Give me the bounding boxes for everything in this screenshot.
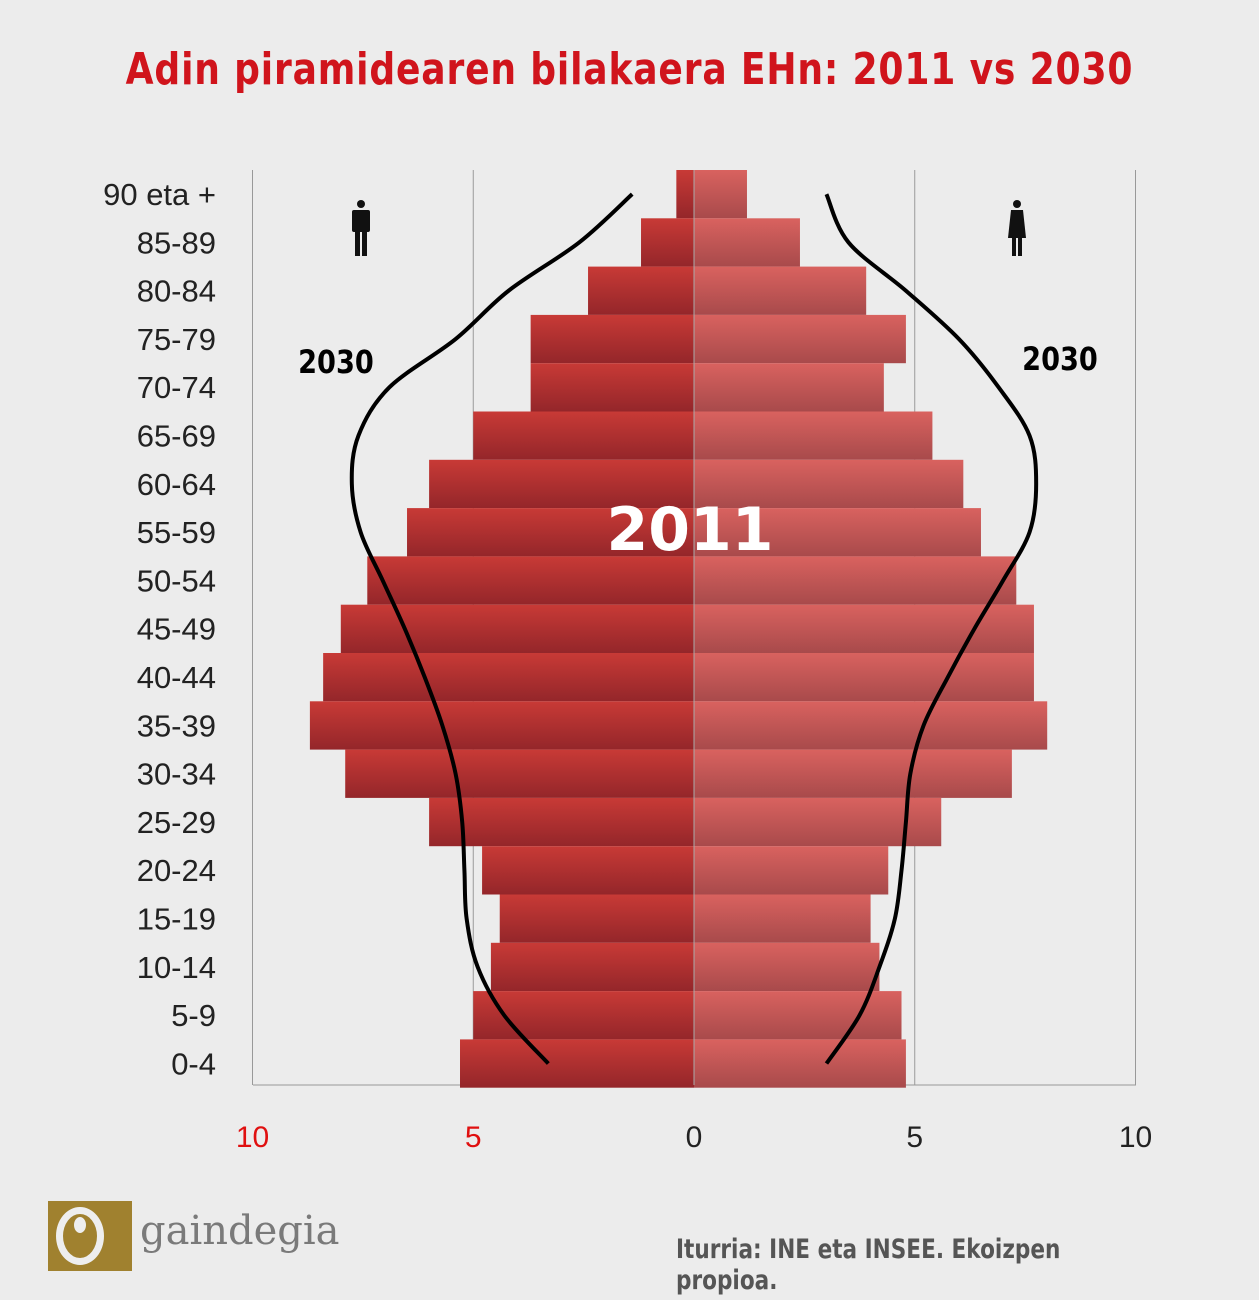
y-tick-label: 5-9 — [171, 998, 216, 1033]
bar-female — [694, 170, 747, 219]
curve-label: 2030 — [298, 344, 374, 382]
chart-title: Adin piramidearen bilakaera EHn: 2011 vs… — [125, 44, 1134, 95]
bar-female — [694, 846, 889, 895]
bar-female — [694, 1039, 906, 1088]
bar-male — [345, 749, 694, 798]
y-tick-label: 25-29 — [137, 805, 216, 840]
bar-male — [367, 556, 694, 605]
bar-male — [530, 314, 694, 364]
bar-male — [323, 653, 694, 702]
bar-female — [694, 653, 1034, 702]
bar-female — [694, 556, 1017, 605]
bar-male — [460, 1039, 694, 1088]
bar-female — [694, 508, 981, 557]
bar-male — [490, 942, 694, 992]
bar-female — [694, 314, 906, 364]
y-tick-label: 60-64 — [137, 467, 216, 502]
y-tick-label: 55-59 — [137, 515, 216, 550]
bars-year-label: 2011 — [607, 495, 774, 565]
y-tick-label: 20-24 — [137, 853, 216, 888]
bar-female — [694, 701, 1048, 750]
bar-male — [473, 411, 694, 460]
x-tick-label: 10 — [1119, 1121, 1152, 1154]
y-tick-label: 40-44 — [137, 660, 216, 695]
gaindegia-logo — [48, 1201, 132, 1271]
y-tick-label: 50-54 — [137, 563, 216, 598]
y-tick-label: 75-79 — [137, 322, 216, 357]
bar-female — [694, 991, 902, 1040]
bar-female — [694, 363, 884, 412]
curve-2030-right — [824, 193, 1039, 1065]
bar-male — [641, 218, 694, 267]
bar-female — [694, 942, 880, 992]
bar-female — [694, 797, 942, 847]
bar-male — [676, 170, 694, 219]
y-tick-label: 80-84 — [137, 274, 216, 309]
bar-male — [340, 604, 694, 653]
y-tick-label: 15-19 — [137, 902, 216, 937]
y-tick-label: 35-39 — [137, 708, 216, 743]
bar-male — [429, 797, 694, 847]
y-tick-label: 30-34 — [137, 757, 216, 792]
logo-text: gaindegia — [140, 1208, 340, 1254]
bar-female — [694, 218, 800, 267]
y-tick-label: 90 eta + — [103, 177, 216, 212]
bar-male — [499, 894, 694, 943]
bar-male — [482, 846, 694, 895]
bar-female — [694, 894, 871, 943]
x-tick-label: 10 — [236, 1121, 269, 1154]
y-tick-label: 70-74 — [137, 370, 216, 405]
x-tick-label: 0 — [686, 1121, 703, 1154]
curve-label: 2030 — [1022, 341, 1098, 379]
bar-female — [694, 411, 933, 460]
y-tick-label: 0-4 — [171, 1046, 216, 1081]
source-note: Iturria: INE eta INSEE. Ekoizpen propioa… — [676, 1234, 1061, 1296]
y-tick-label: 85-89 — [137, 225, 216, 260]
bar-female — [694, 459, 964, 509]
bar-female — [694, 266, 867, 315]
bar-male — [588, 266, 694, 315]
y-tick-label: 65-69 — [137, 419, 216, 454]
bar-male — [309, 701, 694, 750]
curve-2030-left — [349, 192, 634, 1065]
x-tick-label: 5 — [465, 1121, 482, 1154]
bar-female — [694, 604, 1034, 653]
female-icon — [1008, 200, 1026, 256]
bar-male — [473, 991, 694, 1040]
male-icon — [352, 200, 370, 256]
y-tick-label: 10-14 — [137, 950, 216, 985]
y-tick-label: 45-49 — [137, 612, 216, 647]
bar-male — [530, 363, 694, 412]
x-tick-label: 5 — [906, 1121, 923, 1154]
bar-female — [694, 749, 1012, 798]
bar-male — [429, 459, 694, 509]
bar-male — [407, 508, 694, 557]
